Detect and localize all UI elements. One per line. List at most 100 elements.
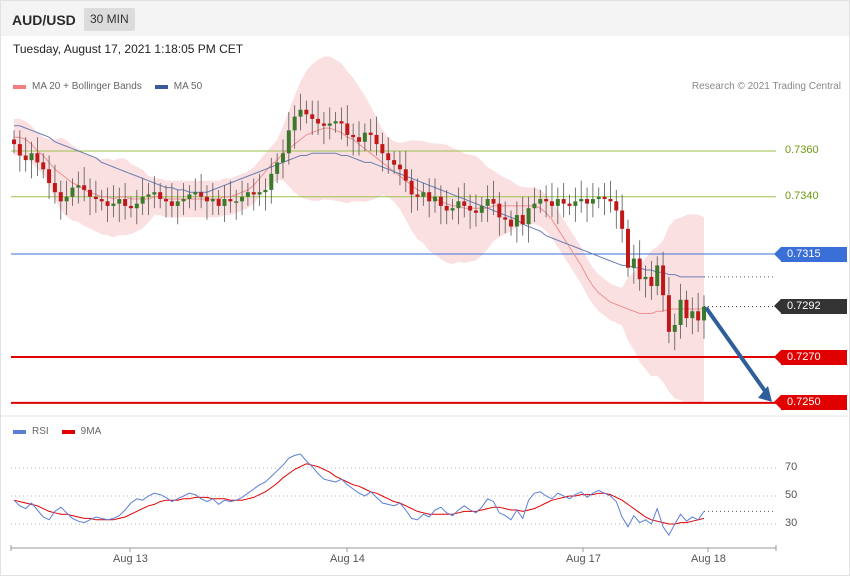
- candle-body: [17, 144, 22, 156]
- candle-body: [678, 299, 683, 325]
- candle-body: [380, 144, 385, 154]
- level-tag-0.7270: 0.7270: [774, 349, 847, 365]
- candle-body: [76, 185, 81, 188]
- candle-body: [567, 203, 572, 206]
- credit-text: Research © 2021 Trading Central: [691, 81, 841, 92]
- candle-body: [93, 196, 98, 200]
- candle-body: [140, 196, 145, 204]
- candle-body: [35, 153, 40, 163]
- candle-body: [538, 199, 543, 204]
- level-tag-0.7250: 0.7250: [774, 395, 847, 411]
- candle-body: [573, 201, 578, 206]
- rsi-legend-label: RSI: [32, 426, 49, 437]
- candle-body: [532, 203, 537, 209]
- candle-body: [666, 295, 671, 332]
- rsi-legend-swatch: [13, 429, 26, 434]
- candle-body: [47, 169, 52, 184]
- title-bar: AUD/USD 30 MIN: [1, 1, 849, 36]
- ma50-legend-swatch: [154, 84, 168, 89]
- candle-body: [280, 153, 285, 163]
- candle-body: [193, 192, 198, 195]
- candle-body: [479, 205, 484, 213]
- candle-body: [433, 196, 438, 202]
- candle-body: [310, 114, 315, 119]
- candle-body: [351, 134, 356, 138]
- candle-body: [23, 155, 28, 161]
- rsi-line: [13, 453, 705, 537]
- ma50-line: [14, 125, 704, 278]
- legend-rsi: RSI 9MA: [13, 426, 101, 437]
- candle-body: [99, 199, 104, 202]
- candle-body: [468, 205, 473, 211]
- candle-body: [579, 199, 584, 202]
- candle-body: [608, 199, 613, 202]
- rsi9ma-legend-swatch: [61, 429, 75, 434]
- chart-datetime: Tuesday, August 17, 2021 1:18:05 PM CET: [13, 42, 244, 56]
- ma20-legend-label: MA 20 + Bollinger Bands: [32, 81, 142, 92]
- rsi9ma-legend-label: 9MA: [80, 426, 102, 437]
- candle-body: [450, 208, 455, 211]
- candle-body: [316, 118, 321, 124]
- candle-body: [643, 276, 648, 280]
- candle-body: [210, 199, 215, 202]
- candle-body: [117, 199, 122, 204]
- candle-body: [204, 196, 209, 202]
- candle-body: [438, 196, 443, 206]
- candle-body: [275, 162, 280, 174]
- x-tick-label: Aug 17: [566, 553, 601, 565]
- forecast-arrow: [704, 306, 769, 395]
- candle-body: [321, 123, 326, 126]
- candle-body: [655, 265, 660, 287]
- candle-body: [503, 217, 508, 220]
- candle-body: [661, 265, 666, 296]
- candle-body: [509, 219, 514, 227]
- level-label-0.7340: 0.7340: [785, 189, 819, 202]
- candle-body: [456, 201, 461, 209]
- candle-body: [187, 194, 192, 200]
- candle-body: [620, 210, 625, 229]
- candle-body: [585, 199, 590, 204]
- candle-body: [485, 199, 490, 206]
- candle-body: [520, 215, 525, 225]
- candle-body: [421, 192, 426, 197]
- candle-body: [637, 258, 642, 280]
- candle-body: [526, 208, 531, 225]
- candle-body: [368, 132, 373, 135]
- candle-body: [228, 199, 233, 202]
- candle-body: [386, 153, 391, 161]
- candle-body: [41, 162, 46, 170]
- candle-body: [696, 311, 701, 321]
- candle-body: [52, 183, 57, 193]
- candle-body: [631, 258, 636, 268]
- candle-body: [397, 164, 402, 170]
- candle-body: [245, 192, 250, 197]
- x-tick-label: Aug 14: [330, 553, 365, 565]
- timeframe-badge[interactable]: 30 MIN: [84, 8, 135, 31]
- candle-body: [409, 180, 414, 195]
- candle-body: [333, 121, 338, 124]
- candle-body: [146, 194, 151, 197]
- rsi-tick-50: 50: [785, 489, 798, 501]
- candle-body: [649, 276, 654, 287]
- symbol-label: AUD/USD: [12, 12, 76, 28]
- level-tag-0.7315: 0.7315: [774, 246, 847, 262]
- candle-body: [263, 189, 268, 193]
- candle-body: [175, 201, 180, 206]
- candle-body: [702, 306, 706, 321]
- candle-body: [357, 137, 361, 142]
- rsi-tick-70: 70: [785, 461, 798, 473]
- candle-body: [602, 196, 607, 200]
- candle-body: [12, 139, 16, 145]
- rsi-tick-30: 30: [785, 517, 798, 529]
- candle-body: [497, 203, 502, 218]
- candle-body: [561, 199, 566, 204]
- candle-body: [105, 201, 110, 206]
- candle-body: [374, 134, 379, 145]
- candle-body: [462, 201, 467, 206]
- candle-body: [590, 199, 595, 204]
- candle-body: [549, 201, 554, 206]
- candle-body: [286, 130, 291, 154]
- candle-body: [345, 123, 350, 135]
- x-tick-label: Aug 13: [113, 553, 148, 565]
